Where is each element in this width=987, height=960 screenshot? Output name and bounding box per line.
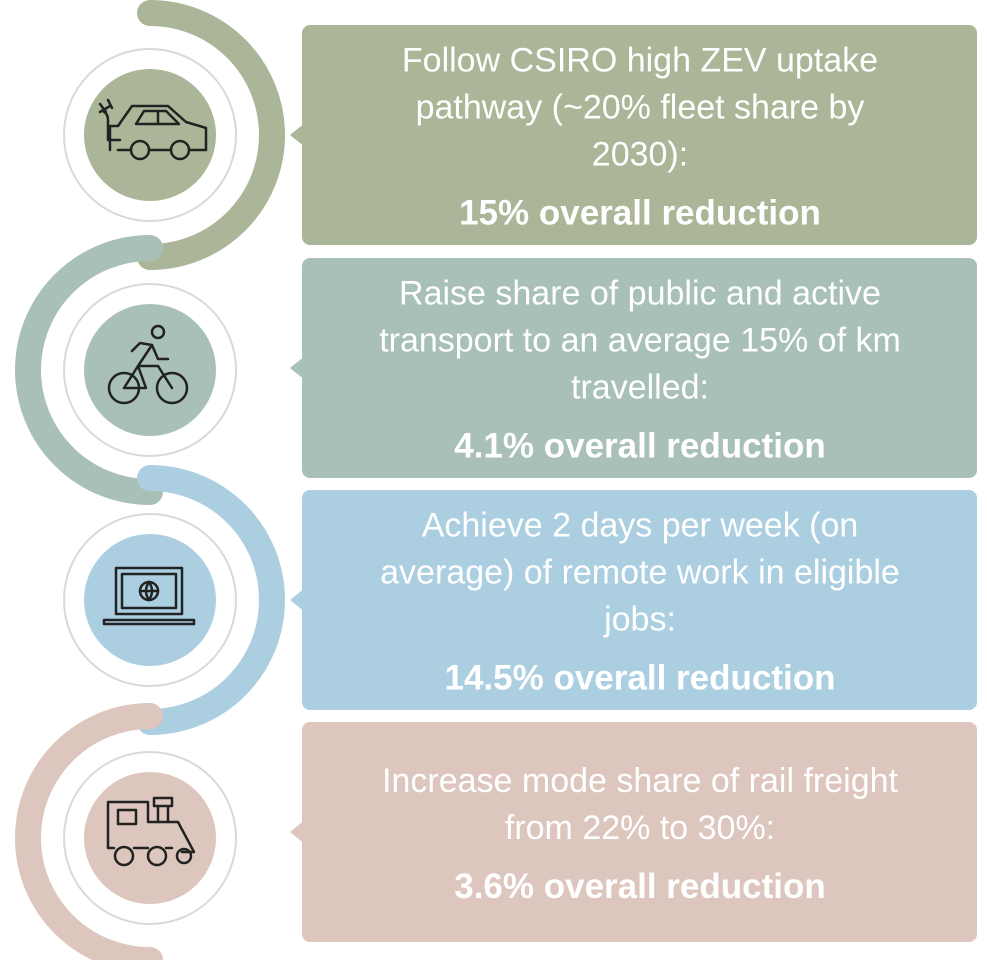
pointer bbox=[290, 356, 305, 380]
text-box bbox=[302, 258, 977, 478]
description-line: from 22% to 30%: bbox=[505, 809, 775, 847]
pointer bbox=[290, 820, 305, 844]
train-icon bbox=[106, 796, 196, 867]
result: 14.5% overall reduction bbox=[445, 659, 836, 698]
inner-circle bbox=[84, 304, 216, 436]
description-line: travelled: bbox=[571, 369, 709, 407]
text-box bbox=[302, 722, 977, 942]
bicycle-icon bbox=[107, 324, 189, 405]
laptop-icon bbox=[102, 566, 196, 626]
shapes bbox=[15, 0, 977, 960]
description-line: 2030): bbox=[592, 136, 688, 174]
description-line: Raise share of public and active bbox=[399, 275, 881, 313]
result: 15% overall reduction bbox=[459, 194, 821, 233]
text-box bbox=[302, 490, 977, 710]
connector-arc bbox=[137, 0, 285, 270]
inner-circle bbox=[84, 772, 216, 904]
description-line: pathway (~20% fleet share by bbox=[416, 89, 865, 127]
result: 4.1% overall reduction bbox=[454, 427, 826, 466]
result: 3.6% overall reduction bbox=[454, 867, 826, 906]
description-line: Increase mode share of rail freight bbox=[382, 762, 898, 800]
car-icon bbox=[98, 98, 208, 161]
description-line: Follow CSIRO high ZEV uptake bbox=[402, 42, 878, 80]
icons bbox=[98, 98, 208, 867]
connector-arc bbox=[137, 465, 285, 735]
description-line: Achieve 2 days per week (on bbox=[422, 507, 859, 545]
inner-circle bbox=[84, 69, 216, 201]
connector-arc bbox=[15, 703, 163, 960]
text-box bbox=[302, 25, 977, 245]
description-line: transport to an average 15% of km bbox=[379, 322, 901, 360]
texts: Follow CSIRO high ZEV uptake pathway (~20… bbox=[379, 42, 901, 907]
connector-arc bbox=[15, 235, 163, 505]
description-line: average) of remote work in eligible bbox=[380, 554, 900, 592]
pointer bbox=[290, 123, 305, 147]
pointer bbox=[290, 588, 305, 612]
description-line: jobs: bbox=[603, 601, 676, 639]
